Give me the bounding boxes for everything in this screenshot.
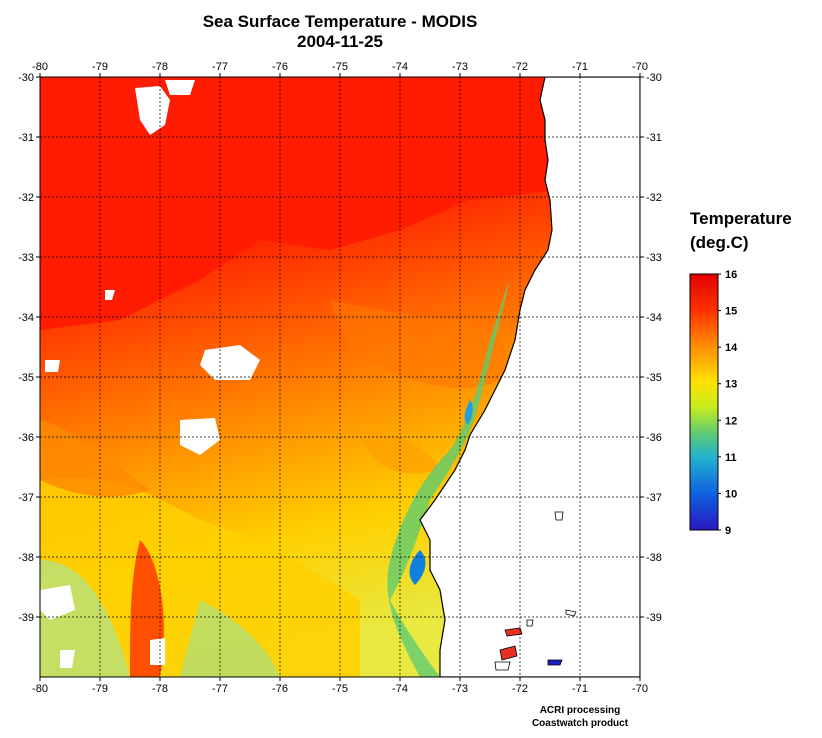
- lat-label-right: -38: [646, 552, 662, 564]
- lat-label-left: -39: [18, 612, 34, 624]
- legend-units: (deg.C): [690, 233, 749, 252]
- lat-label-right: -30: [646, 72, 662, 84]
- legend-title: Temperature: [690, 209, 792, 228]
- lon-label-top: -76: [272, 61, 288, 73]
- lon-label-top: -77: [212, 61, 228, 73]
- legend-tick-label: 14: [725, 342, 738, 354]
- lon-label-bottom: -75: [332, 683, 348, 695]
- lat-label-right: -32: [646, 192, 662, 204]
- lat-label-right: -31: [646, 132, 662, 144]
- legend-tick-label: 15: [725, 306, 737, 318]
- lat-label-left: -32: [18, 192, 34, 204]
- legend-tick-label: 16: [725, 269, 737, 281]
- credit-processing: ACRI processing: [539, 705, 621, 716]
- lat-label-left: -31: [18, 132, 34, 144]
- lon-label-bottom: -74: [392, 683, 408, 695]
- lon-label-bottom: -76: [272, 683, 288, 695]
- legend-ticks: 16 15 14 13 12 11 10 9: [718, 269, 738, 537]
- lon-label-bottom: -73: [452, 683, 468, 695]
- lat-label-left: -35: [18, 372, 34, 384]
- lon-label-top: -71: [572, 61, 588, 73]
- legend-tick-label: 12: [725, 415, 737, 427]
- lat-label-right: -33: [646, 252, 662, 264]
- legend-colorbar: [689, 273, 719, 531]
- lon-label-bottom: -77: [212, 683, 228, 695]
- lat-label-right: -37: [646, 492, 662, 504]
- lon-label-bottom: -71: [572, 683, 588, 695]
- graticule: [40, 77, 640, 677]
- lon-label-top: -74: [392, 61, 408, 73]
- lon-label-top: -78: [152, 61, 168, 73]
- map-title: Sea Surface Temperature - MODIS: [202, 12, 478, 31]
- lat-label-right: -34: [646, 312, 662, 324]
- lon-label-top: -72: [512, 61, 528, 73]
- lat-label-left: -33: [18, 252, 34, 264]
- lon-label-top: -75: [332, 61, 348, 73]
- lon-label-top: -80: [32, 61, 48, 73]
- lat-label-right: -39: [646, 612, 662, 624]
- lon-label-bottom: -72: [512, 683, 528, 695]
- lat-label-right: -36: [646, 432, 662, 444]
- lon-label-top: -79: [92, 61, 108, 73]
- lat-label-left: -38: [18, 552, 34, 564]
- lat-label-left: -36: [18, 432, 34, 444]
- lon-label-top: -73: [452, 61, 468, 73]
- lat-label-left: -37: [18, 492, 34, 504]
- legend-tick-label: 11: [725, 452, 737, 464]
- map-date: 2004-11-25: [296, 32, 384, 51]
- lat-label-right: -35: [646, 372, 662, 384]
- legend-tick-label: 10: [725, 488, 737, 500]
- lat-label-left: -30: [18, 72, 34, 84]
- lon-label-top: -70: [632, 61, 648, 73]
- lat-label-left: -34: [18, 312, 34, 324]
- legend-tick-label: 9: [725, 525, 731, 537]
- lon-label-bottom: -79: [92, 683, 108, 695]
- legend-tick-label: 13: [725, 379, 737, 391]
- credit-product: Coastwatch product: [531, 718, 629, 729]
- lon-label-bottom: -80: [32, 683, 48, 695]
- lon-label-bottom: -70: [632, 683, 648, 695]
- axis-ticks: -80 -80 -79 -79 -78 -78 -77 -77 -76 -76 -75 -75 -74 -…: [18, 61, 662, 695]
- lon-label-bottom: -78: [152, 683, 168, 695]
